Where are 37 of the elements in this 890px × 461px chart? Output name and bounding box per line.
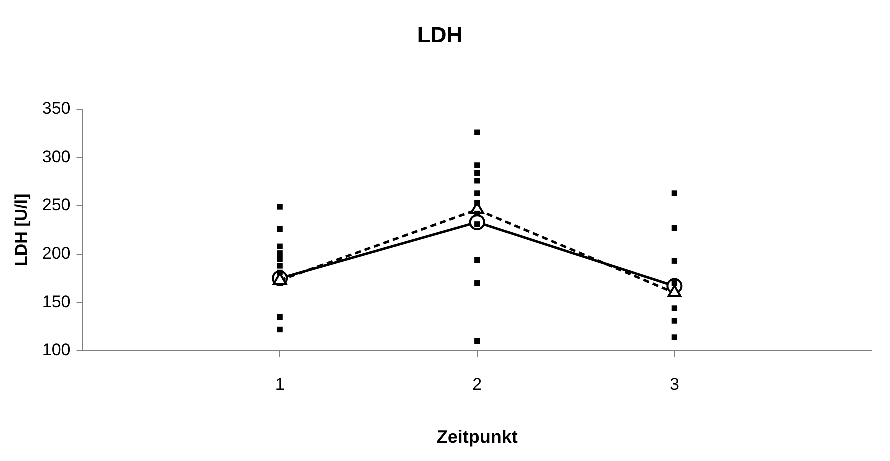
point xyxy=(672,258,678,264)
point xyxy=(277,244,283,250)
point xyxy=(277,326,283,333)
point xyxy=(474,130,480,136)
point xyxy=(277,270,283,276)
chart-title: LDH xyxy=(417,22,463,48)
point xyxy=(277,250,283,256)
point xyxy=(277,256,283,262)
y-tick-label: 200 xyxy=(42,244,71,264)
point xyxy=(277,226,283,232)
point xyxy=(474,190,480,196)
y-tick-label: 350 xyxy=(42,99,71,118)
point xyxy=(672,334,678,340)
point xyxy=(474,280,480,286)
point xyxy=(672,306,678,312)
point xyxy=(474,178,480,184)
point xyxy=(474,257,480,263)
point xyxy=(672,190,678,196)
point xyxy=(474,162,480,168)
x-tick-label: 1 xyxy=(275,374,285,394)
point xyxy=(277,314,283,320)
point xyxy=(672,318,678,324)
x-tick-label: 3 xyxy=(670,374,680,394)
y-axis-title: LDH [U/l] xyxy=(12,194,31,267)
y-tick-label: 300 xyxy=(42,147,71,166)
point xyxy=(474,338,480,344)
point xyxy=(474,170,480,176)
y-tick-label: 100 xyxy=(42,340,71,360)
point xyxy=(277,204,283,210)
y-tick-label: 250 xyxy=(42,196,71,215)
point xyxy=(474,200,480,206)
point xyxy=(277,263,283,269)
point xyxy=(474,210,480,217)
x-tick-label: 2 xyxy=(472,374,482,394)
y-tick-label: 150 xyxy=(42,292,71,312)
point xyxy=(672,225,678,232)
x-axis-title: Zeitpunkt xyxy=(436,427,518,448)
